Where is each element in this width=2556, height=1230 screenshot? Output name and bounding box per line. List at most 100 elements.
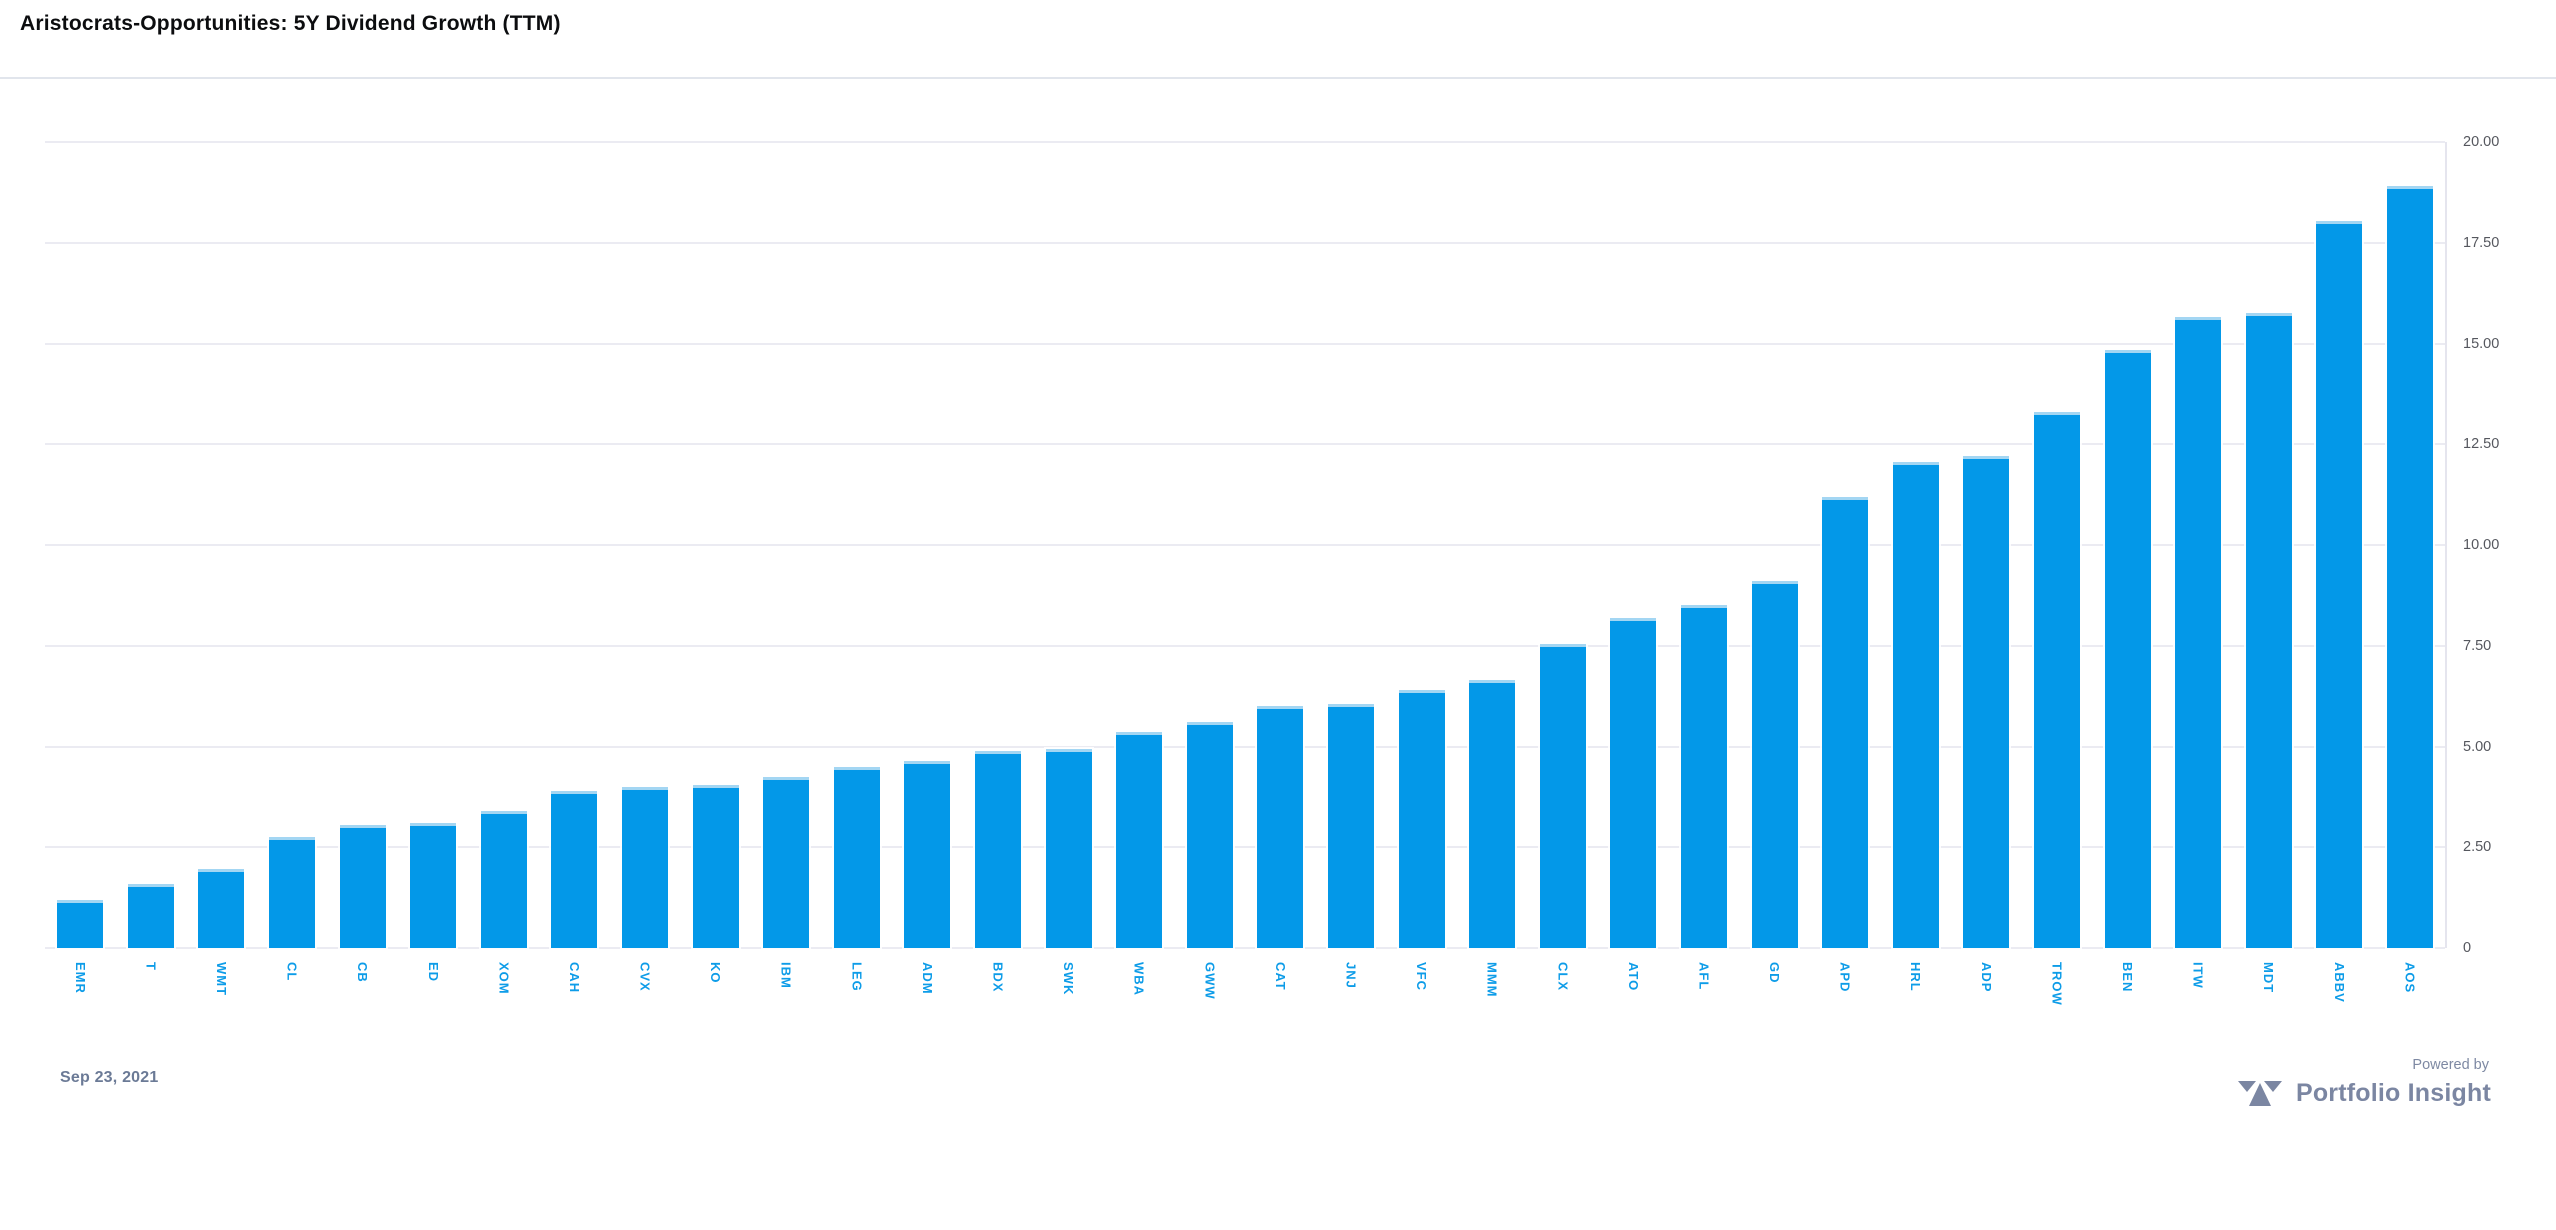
- bar-AOS[interactable]: [2386, 186, 2433, 948]
- x-axis-ticker-label: CL: [284, 962, 300, 982]
- chart-date-label: Sep 23, 2021: [60, 1069, 159, 1086]
- x-axis-ticker-label: KO: [708, 962, 724, 984]
- bar-ABBV[interactable]: [2316, 220, 2363, 948]
- x-axis-ticker-label: TROW: [2049, 962, 2065, 1006]
- x-axis-ticker-label: CAT: [1272, 962, 1288, 991]
- gridline: [45, 342, 2445, 345]
- gridline: [45, 846, 2445, 849]
- title-divider: [0, 77, 2556, 79]
- x-axis-ticker-label: GD: [1767, 962, 1783, 984]
- bar-GWW[interactable]: [1186, 722, 1233, 948]
- bar-group: LEG: [822, 142, 893, 992]
- bar-ED[interactable]: [410, 823, 457, 948]
- bar-group: CAH: [539, 142, 610, 993]
- bar-group: WBA: [1104, 142, 1175, 996]
- bar-group: HRL: [1880, 142, 1951, 992]
- gridline: [45, 141, 2445, 143]
- bar-EMR[interactable]: [57, 899, 104, 948]
- x-axis-ticker-label: AFL: [1696, 962, 1712, 991]
- x-axis-ticker-label: APD: [1837, 962, 1853, 993]
- gridline: [45, 745, 2445, 748]
- bar-chart-plot-area: EMR T WMT CL CB ED XOM CAH CVX KO IBM LEG ADM BDX SWK W…: [45, 141, 2447, 1006]
- bar-MMM[interactable]: [1469, 680, 1516, 948]
- y-axis-tick-label: 2.50: [2463, 839, 2492, 856]
- bar-GD[interactable]: [1751, 581, 1798, 948]
- bar-group: ADP: [1951, 142, 2022, 992]
- y-axis-tick-label: 10.00: [2463, 537, 2500, 553]
- brand-name: Portfolio Insight: [2295, 1079, 2491, 1107]
- bar-KO[interactable]: [692, 784, 739, 948]
- bar-CVX[interactable]: [622, 786, 669, 948]
- bar-group: TROW: [2022, 142, 2093, 1006]
- bar-group: AFL: [1669, 142, 1740, 990]
- bar-WMT[interactable]: [198, 869, 245, 948]
- bar-group: CAT: [1245, 142, 1316, 991]
- bar-APD[interactable]: [1822, 496, 1869, 948]
- bar-SWK[interactable]: [1045, 748, 1092, 948]
- bar-group: APD: [1810, 142, 1881, 992]
- y-axis-tick-label: 7.50: [2463, 637, 2492, 654]
- bar-ITW[interactable]: [2175, 317, 2222, 948]
- brand-attribution: Powered by Portfolio Insight: [2237, 1057, 2491, 1108]
- gridline: [45, 947, 2445, 949]
- bar-CLX[interactable]: [1539, 643, 1586, 948]
- x-axis-ticker-label: ATO: [1625, 962, 1641, 992]
- bar-group: ABBV: [2304, 142, 2375, 1003]
- x-axis-ticker-label: HRL: [1908, 962, 1924, 992]
- x-axis-ticker-label: MDT: [2261, 962, 2277, 994]
- bar-group: ED: [398, 142, 469, 982]
- gridline: [45, 544, 2445, 546]
- bar-CL[interactable]: [269, 837, 316, 948]
- bar-LEG[interactable]: [833, 766, 880, 948]
- bar-ADP[interactable]: [1963, 456, 2010, 948]
- x-axis-ticker-label: ABBV: [2331, 962, 2347, 1003]
- x-axis-ticker-label: VFC: [1414, 962, 1430, 991]
- y-axis-tick-label: 17.50: [2463, 234, 2500, 251]
- bar-AFL[interactable]: [1680, 605, 1727, 948]
- bar-HRL[interactable]: [1892, 462, 1939, 948]
- x-axis-ticker-label: CAH: [566, 962, 582, 994]
- bar-WBA[interactable]: [1116, 732, 1163, 948]
- bar-group: CL: [257, 142, 328, 981]
- bar-T[interactable]: [127, 883, 174, 948]
- bar-CAH[interactable]: [551, 790, 598, 948]
- bar-VFC[interactable]: [1398, 690, 1445, 948]
- bar-group: MMM: [1457, 142, 1528, 998]
- bar-MDT[interactable]: [2245, 313, 2292, 948]
- bar-CAT[interactable]: [1257, 706, 1304, 948]
- bar-BDX[interactable]: [975, 750, 1022, 948]
- y-axis-tick-label: 15.00: [2463, 335, 2500, 352]
- x-axis-ticker-label: BDX: [990, 962, 1006, 993]
- bar-group: ATO: [1598, 142, 1669, 991]
- bar-group: WMT: [186, 142, 257, 996]
- bar-group: BEN: [2092, 142, 2163, 992]
- x-axis-ticker-label: AOS: [2402, 962, 2418, 994]
- x-axis-ticker-label: MMM: [1484, 962, 1500, 998]
- bar-ATO[interactable]: [1610, 617, 1657, 948]
- bar-CB[interactable]: [339, 825, 386, 948]
- bar-group: CVX: [610, 142, 681, 992]
- bar-TROW[interactable]: [2033, 412, 2080, 948]
- x-axis-ticker-label: XOM: [496, 962, 512, 995]
- y-axis-tick-label: 5.00: [2463, 738, 2492, 755]
- x-axis-ticker-label: ADP: [1978, 962, 1994, 993]
- x-axis-ticker-label: WMT: [213, 962, 229, 997]
- bar-group: VFC: [1386, 142, 1457, 991]
- x-axis-ticker-label: EMR: [72, 962, 88, 994]
- gridline: [45, 644, 2445, 647]
- y-axis-tick-label: 12.50: [2463, 436, 2500, 453]
- portfolio-insight-logo-icon: [2237, 1080, 2283, 1107]
- bar-JNJ[interactable]: [1327, 704, 1374, 948]
- bar-ADM[interactable]: [904, 760, 951, 948]
- bar-IBM[interactable]: [763, 776, 810, 948]
- bars-row: EMR T WMT CL CB ED XOM CAH CVX KO IBM LEG ADM BDX SWK W…: [45, 142, 2446, 1006]
- bar-group: EMR: [45, 142, 116, 994]
- bar-group: GWW: [1175, 142, 1246, 1000]
- bar-BEN[interactable]: [2104, 349, 2151, 948]
- bar-group: ITW: [2163, 142, 2234, 989]
- x-axis-ticker-label: GWW: [1202, 962, 1218, 1000]
- bar-group: AOS: [2375, 142, 2446, 993]
- bar-group: MDT: [2233, 142, 2304, 993]
- bar-XOM[interactable]: [480, 810, 527, 948]
